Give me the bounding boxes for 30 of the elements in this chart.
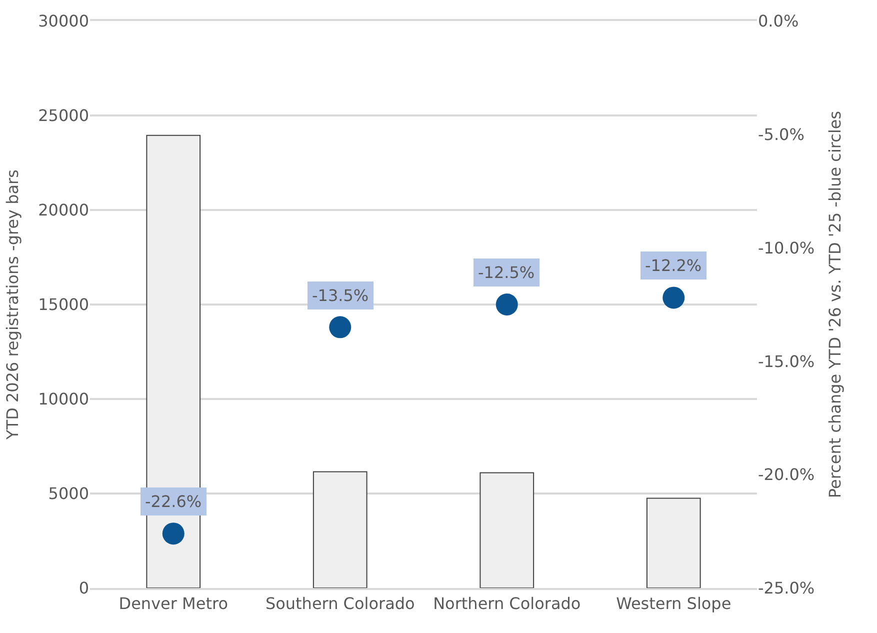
y-tick-label: 5000	[48, 484, 89, 504]
x-tick-label: Western Slope	[616, 594, 732, 613]
y2-tick-label: -25.0%	[758, 578, 815, 598]
bar	[480, 472, 534, 588]
x-tick-label: Denver Metro	[118, 594, 228, 613]
point	[496, 294, 518, 316]
y-tick-label: 15000	[38, 295, 89, 314]
data-label: -22.6%	[145, 492, 202, 511]
point	[662, 286, 685, 309]
y-tick-label: 30000	[38, 12, 89, 31]
y2-tick-label: 0.0%	[758, 12, 799, 31]
y2-tick-label: -5.0%	[758, 125, 804, 144]
data-label: -13.5%	[312, 286, 369, 305]
bar	[312, 471, 368, 588]
y2-tick-label: -10.0%	[758, 238, 815, 258]
data-label: -12.2%	[645, 256, 702, 275]
point	[162, 522, 184, 545]
x-tick-label: Northern Colorado	[433, 594, 581, 613]
bar	[646, 498, 701, 588]
point	[329, 316, 352, 338]
data-label: -12.5%	[478, 263, 535, 282]
y-tick-label: 25000	[38, 106, 89, 126]
y2-tick-label: -20.0%	[758, 465, 815, 484]
y-tick-label: 20000	[38, 200, 89, 220]
y-tick-label: 0	[78, 578, 89, 598]
y2-tick-label: -15.0%	[758, 352, 815, 371]
x-tick-label: Southern Colorado	[265, 594, 415, 613]
y-tick-label: 10000	[38, 390, 89, 409]
y-axis-title: YTD 2026 registrations -grey bars	[2, 170, 22, 440]
y2-axis-title: Percent change YTD '26 vs. YTD '25 -blue circles	[825, 110, 844, 498]
